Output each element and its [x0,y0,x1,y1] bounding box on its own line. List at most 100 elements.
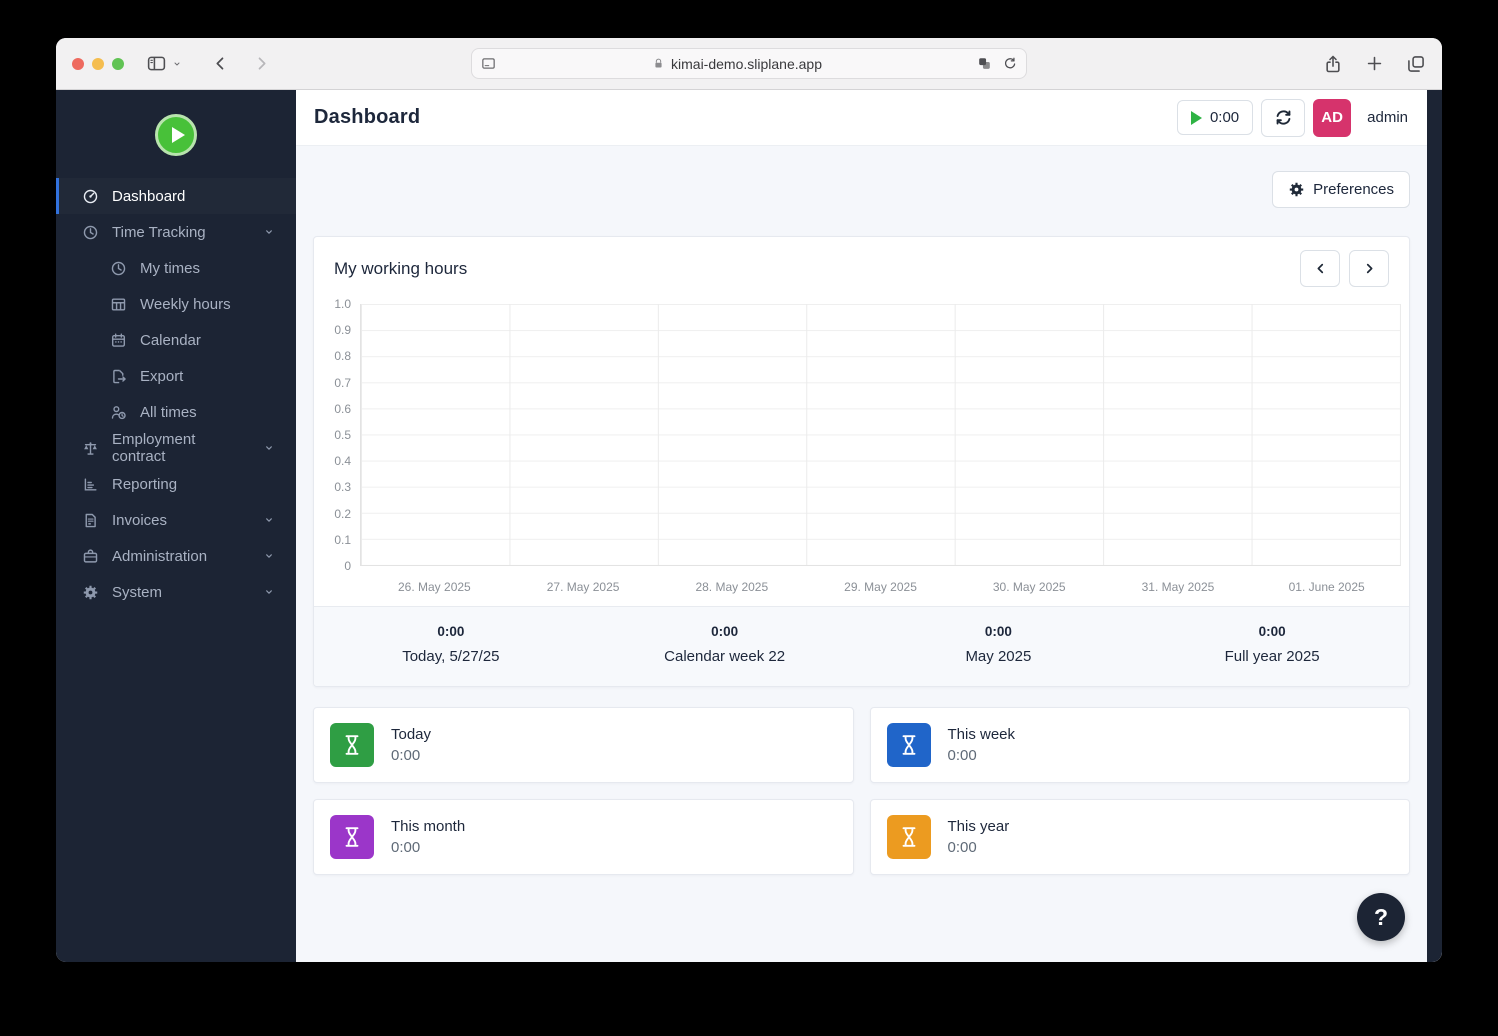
summary-year: 0:00 Full year 2025 [1135,624,1409,665]
summary-label: Today, 5/27/25 [402,648,500,665]
sidebar-item-reporting[interactable]: Reporting [56,466,296,502]
user-avatar[interactable]: AD [1313,98,1352,137]
kimai-logo[interactable] [155,114,197,156]
working-hours-summary: 0:00 Today, 5/27/25 0:00 Calendar week 2… [314,606,1409,686]
chevron-down-icon [262,549,276,563]
sidebar-item-employment-contract[interactable]: Employment contract [56,430,296,466]
zoom-window-button[interactable] [112,57,124,70]
tab-overview-icon[interactable] [1406,54,1426,74]
translate-icon[interactable] [977,56,992,71]
stat-card-this-week: This week 0:00 [869,707,1410,783]
reload-icon[interactable] [1002,56,1018,72]
stat-value: 0:00 [391,747,421,764]
x-tick: 26. May 2025 [398,580,471,594]
stat-label: This week [947,726,1016,743]
y-tick: 0.5 [334,427,351,442]
sidebar-item-administration[interactable]: Administration [56,538,296,574]
page-settings-icon[interactable] [480,55,497,72]
refresh-button[interactable] [1261,98,1306,137]
forward-button[interactable] [252,54,271,73]
chevron-down-icon [262,225,276,239]
stat-card-today: Today 0:00 [313,707,854,783]
preferences-label: Preferences [1313,181,1394,198]
x-tick: 27. May 2025 [546,580,620,594]
sidebar-item-my-times[interactable]: My times [56,250,296,286]
sidebar-item-label: Time Tracking [112,223,206,241]
sidebar-item-invoices[interactable]: Invoices [56,502,296,538]
report-icon [82,476,99,493]
preferences-button[interactable]: Preferences [1272,171,1410,208]
close-window-button[interactable] [72,57,84,70]
table-icon [110,296,127,313]
refresh-icon [1274,108,1293,127]
chevron-down-icon[interactable] [171,58,183,70]
clock-icon [82,224,99,241]
play-icon [171,127,185,143]
y-tick: 0.6 [334,401,351,416]
stat-card-this-year: This year 0:00 [869,799,1410,875]
summary-value: 0:00 [437,624,465,639]
sidebar-item-time-tracking[interactable]: Time Tracking [56,214,296,250]
scales-icon [82,440,99,457]
page-title: Dashboard [314,106,421,128]
y-tick: 1.0 [334,297,351,311]
next-period-button[interactable] [1349,250,1389,287]
summary-value: 0:00 [1258,624,1286,639]
y-tick: 0.7 [334,375,351,390]
summary-month: 0:00 May 2025 [862,624,1136,665]
page-right-strip [1427,90,1442,962]
sidebar-item-label: System [112,583,163,601]
hourglass-icon [330,815,374,859]
x-tick: 29. May 2025 [844,580,917,594]
working-hours-chart: 1.0 0.9 0.8 0.7 0.6 0.5 0.4 0.3 0.2 0.1 [314,297,1409,606]
sidebar-item-label: Reporting [112,475,178,493]
previous-period-button[interactable] [1300,250,1340,287]
sidebar-item-label: Export [140,367,184,385]
hourglass-icon [330,723,374,767]
play-icon [1190,110,1202,125]
x-tick: 01. June 2025 [1288,580,1365,594]
help-button[interactable]: ? [1357,893,1405,941]
chevron-down-icon [262,513,276,527]
sidebar-item-label: Calendar [140,331,201,349]
minimize-window-button[interactable] [92,57,104,70]
sidebar-item-label: Weekly hours [140,295,231,313]
start-timer-button[interactable]: 0:00 [1176,100,1254,135]
invoice-icon [82,512,99,529]
sidebar-item-label: Invoices [112,511,168,529]
share-icon[interactable] [1323,54,1343,74]
summary-value: 0:00 [984,624,1012,639]
x-tick: 30. May 2025 [992,580,1066,594]
sidebar-item-label: All times [140,403,197,421]
sidebar-item-all-times[interactable]: All times [56,394,296,430]
summary-value: 0:00 [711,624,739,639]
back-button[interactable] [211,54,230,73]
stat-value: 0:00 [391,839,421,856]
browser-toolbar: kimai-demo.sliplane.app [56,38,1442,90]
gauge-icon [82,188,99,205]
summary-today: 0:00 Today, 5/27/25 [314,624,588,665]
sidebar-item-system[interactable]: System [56,574,296,610]
sidebar: Dashboard Time Tracking My times Weekly … [56,90,296,962]
clock-icon [110,260,127,277]
sidebar-item-export[interactable]: Export [56,358,296,394]
new-tab-icon[interactable] [1365,54,1384,73]
x-tick: 31. May 2025 [1141,580,1215,594]
stat-value: 0:00 [947,839,977,856]
sidebar-item-calendar[interactable]: Calendar [56,322,296,358]
y-tick: 0.9 [334,323,351,338]
address-bar[interactable]: kimai-demo.sliplane.app [471,48,1027,79]
y-tick: 0 [344,558,351,573]
working-hours-card: My working hours [313,236,1410,687]
lock-icon [652,57,665,70]
chart-x-axis: 26. May 2025 27. May 2025 28. May 2025 2… [360,573,1401,606]
sidebar-item-dashboard[interactable]: Dashboard [56,178,296,214]
sidebar-item-label: Administration [112,547,208,565]
summary-label: Full year 2025 [1224,648,1320,665]
sidebar-item-weekly-hours[interactable]: Weekly hours [56,286,296,322]
page-body: Preferences My working hours [296,146,1442,962]
user-name[interactable]: admin [1367,109,1408,126]
sidebar-item-label: Employment contract [112,431,196,465]
y-tick: 0.4 [334,454,351,469]
sidebar-toggle-icon[interactable] [146,53,167,74]
